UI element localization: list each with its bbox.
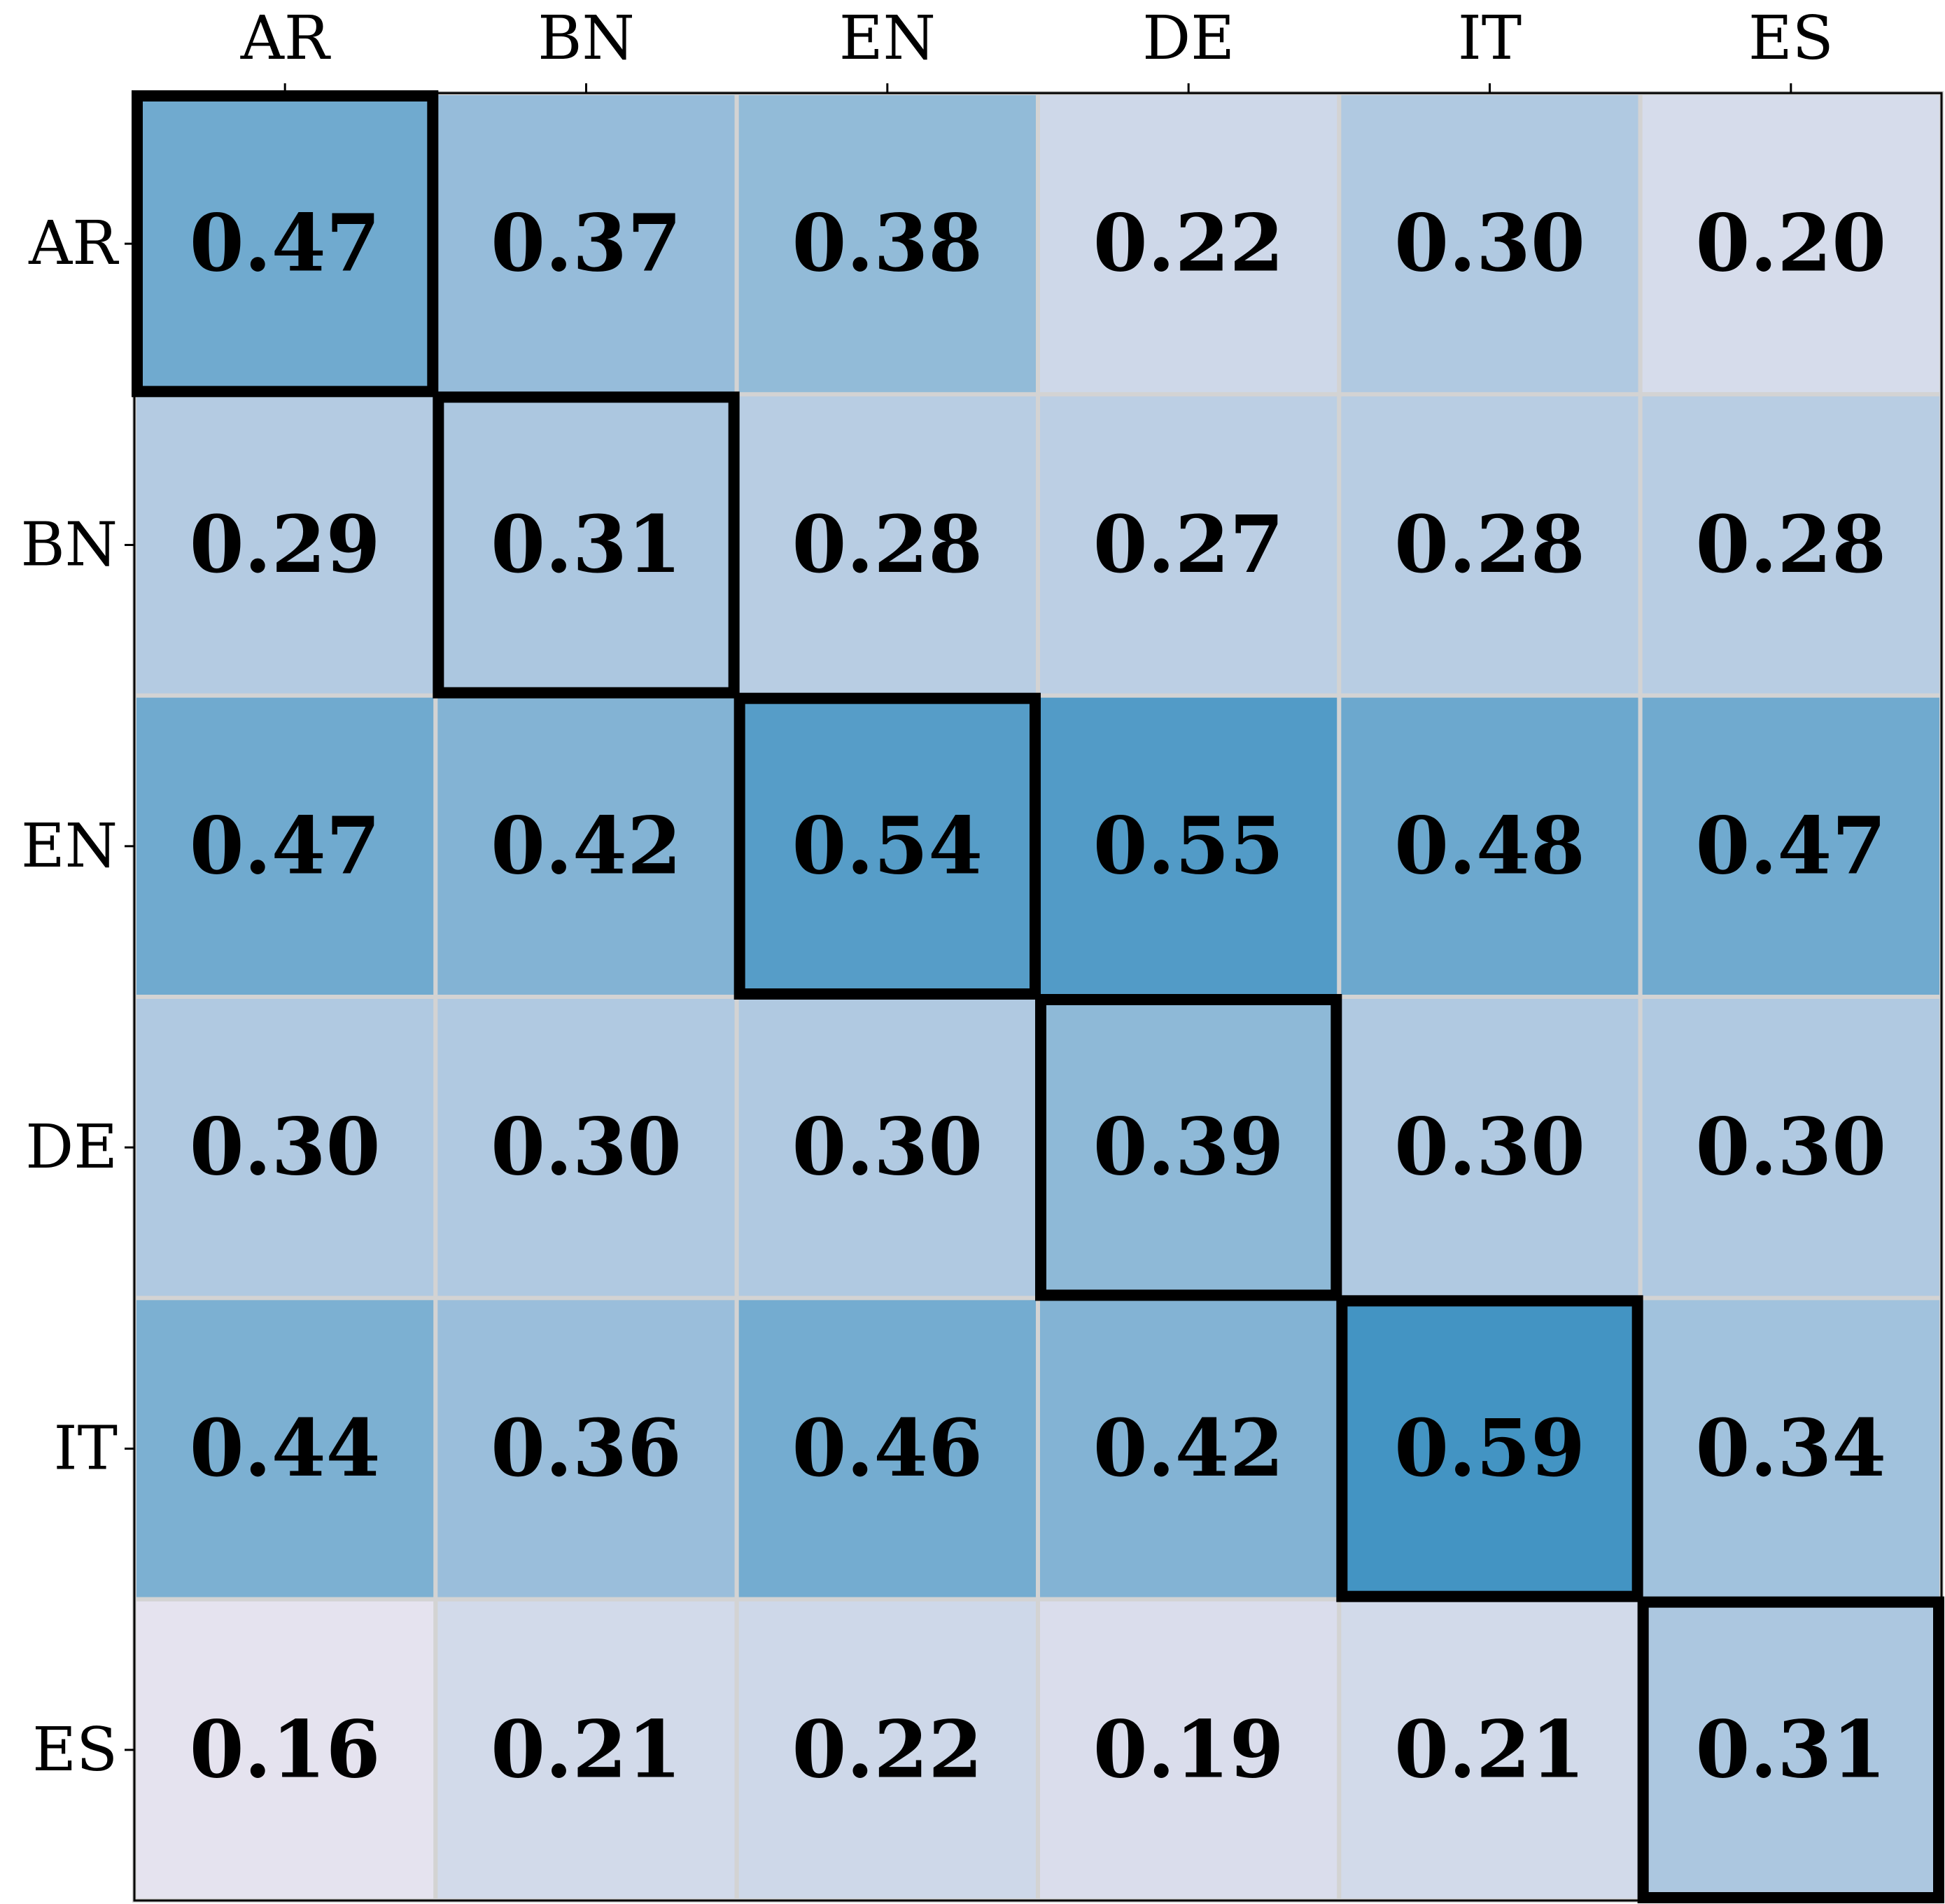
cell-label: 0.28 xyxy=(792,499,983,591)
cell-label: 0.44 xyxy=(190,1403,381,1494)
diagonal-highlight xyxy=(1336,1295,1643,1602)
cell-label: 0.39 xyxy=(1093,1102,1284,1194)
cell-label: 0.21 xyxy=(491,1704,682,1795)
heatmap-cell xyxy=(132,995,438,1301)
x-tick-label: BN xyxy=(538,4,634,74)
cell-label: 0.22 xyxy=(1093,198,1284,290)
heatmap-cell xyxy=(1337,1296,1643,1602)
cell-label: 0.46 xyxy=(792,1403,983,1494)
cell-label: 0.29 xyxy=(190,499,381,591)
heatmap-cell xyxy=(1337,1597,1643,1903)
cell-label: 0.30 xyxy=(491,1102,682,1194)
cell-label: 0.54 xyxy=(792,800,983,892)
cell-label: 0.31 xyxy=(491,499,682,591)
heatmap-cell xyxy=(433,995,739,1301)
cell-label: 0.59 xyxy=(1394,1403,1585,1494)
cell-label: 0.30 xyxy=(190,1102,381,1194)
y-tick-label: EN xyxy=(21,811,118,881)
y-tick-label: IT xyxy=(54,1414,118,1484)
heatmap-cell xyxy=(734,995,1040,1301)
x-tick-label: DE xyxy=(1142,4,1235,74)
diagonal-highlight xyxy=(433,391,740,699)
heatmap-cell xyxy=(734,1296,1040,1602)
cell-label: 0.42 xyxy=(491,800,682,892)
diagonal-highlight xyxy=(733,692,1041,1000)
x-tick-label: ES xyxy=(1748,4,1834,74)
heatmap-cell xyxy=(1638,392,1944,698)
cell-label: 0.20 xyxy=(1695,198,1886,290)
diagonal-highlight xyxy=(1637,1596,1945,1904)
cell-label: 0.30 xyxy=(1695,1102,1886,1194)
cell-label: 0.28 xyxy=(1695,499,1886,591)
heatmap-cell xyxy=(433,91,739,397)
cell-label: 0.19 xyxy=(1093,1704,1284,1795)
y-tick-label: AR xyxy=(28,209,119,279)
cell-label: 0.27 xyxy=(1093,499,1284,591)
cell-label: 0.34 xyxy=(1695,1403,1886,1494)
cell-label: 0.31 xyxy=(1695,1704,1886,1795)
heatmap-cell xyxy=(1036,91,1342,397)
y-tick-label: DE xyxy=(25,1112,118,1182)
plot-frame xyxy=(133,92,1943,1902)
cell-label: 0.21 xyxy=(1394,1704,1585,1795)
cell-label: 0.47 xyxy=(190,800,381,892)
x-tick-label: AR xyxy=(240,4,331,74)
heatmap-cell xyxy=(1638,1597,1944,1903)
heatmap-cell xyxy=(1638,91,1944,397)
diagonal-highlight xyxy=(132,90,439,398)
heatmap-cell xyxy=(132,91,438,397)
x-tick-label: IT xyxy=(1458,4,1522,74)
cell-label: 0.30 xyxy=(1394,1102,1585,1194)
heatmap-cell xyxy=(1036,392,1342,698)
y-tick-label: BN xyxy=(21,510,118,580)
heatmap-cell xyxy=(132,1296,438,1602)
cell-label: 0.42 xyxy=(1093,1403,1284,1494)
cell-label: 0.30 xyxy=(1394,198,1585,290)
diagonal-highlight xyxy=(1035,994,1342,1301)
cell-label: 0.16 xyxy=(190,1704,381,1795)
cell-label: 0.28 xyxy=(1394,499,1585,591)
y-tick-label: ES xyxy=(32,1715,118,1785)
heatmap-cell xyxy=(132,1597,438,1903)
heatmap-cell xyxy=(1638,693,1944,1000)
cell-label: 0.30 xyxy=(792,1102,983,1194)
heatmap-cell xyxy=(1337,693,1643,1000)
cell-label: 0.47 xyxy=(1695,800,1886,892)
heatmap-cell xyxy=(1337,995,1643,1301)
cell-label: 0.55 xyxy=(1093,800,1284,892)
cell-label: 0.48 xyxy=(1394,800,1585,892)
cell-label: 0.38 xyxy=(792,198,983,290)
cell-label: 0.47 xyxy=(190,198,381,290)
x-tick-label: EN xyxy=(839,4,936,74)
cell-label: 0.37 xyxy=(491,198,682,290)
cell-label: 0.22 xyxy=(792,1704,983,1795)
heatmap-cell xyxy=(1036,1296,1342,1602)
cell-label: 0.36 xyxy=(491,1403,682,1494)
